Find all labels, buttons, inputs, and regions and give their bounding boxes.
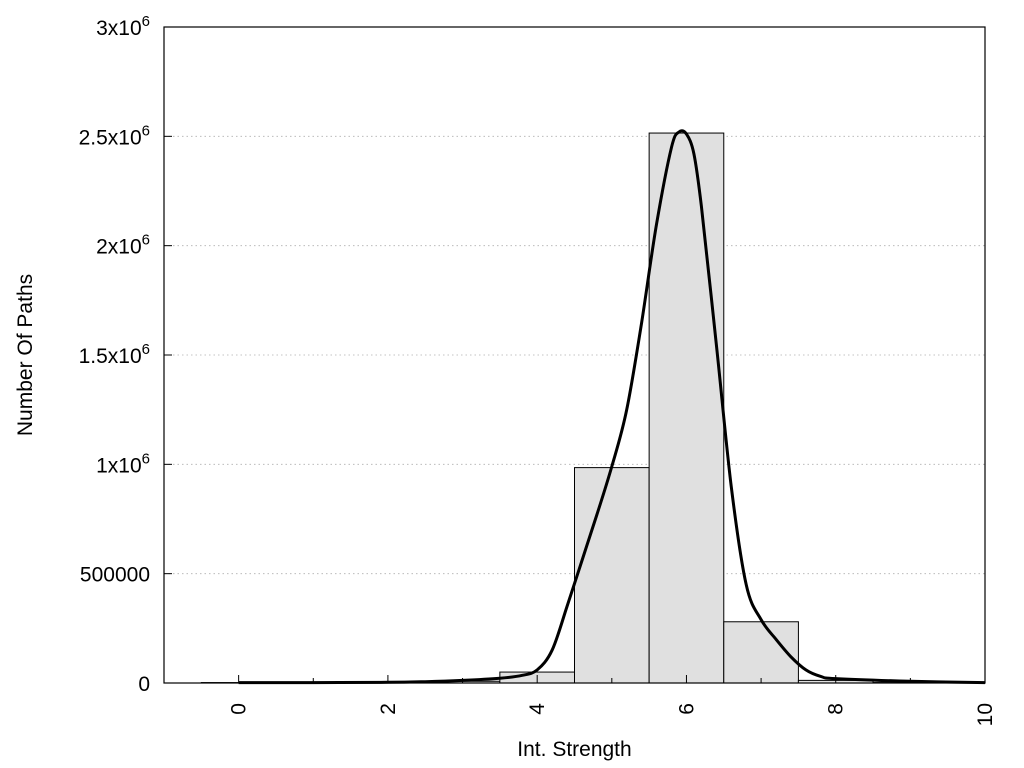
y-tick-base: 1.5x10: [79, 345, 142, 368]
y-tick-base: 500000: [80, 564, 150, 587]
x-tick-label: 0: [228, 703, 251, 715]
y-tick-exponent: 6: [142, 450, 150, 467]
y-tick-label: 3x106: [96, 13, 150, 40]
y-tick-base: 1x10: [96, 454, 142, 477]
histogram-bar: [574, 467, 650, 684]
y-tick-base: 2x10: [96, 236, 142, 259]
y-tick-base: 3x10: [96, 17, 142, 40]
fit-curve: [238, 129, 986, 685]
y-tick-label: 2.5x106: [79, 122, 150, 149]
y-tick-label: 1x106: [96, 450, 150, 477]
fit-curve-line: [238, 129, 986, 685]
x-tick-labels: 0 2 4 6 8 10: [228, 703, 997, 727]
x-tick-label: 2: [377, 703, 400, 715]
x-tick-label: 8: [825, 703, 848, 715]
y-tick-exponent: 6: [142, 13, 150, 30]
y-tick-label: 0: [138, 673, 150, 696]
y-tick-label: 500000: [80, 564, 150, 587]
x-axis-title: Int. Strength: [517, 738, 631, 761]
y-tick-exponent: 6: [142, 122, 150, 139]
y-tick-base: 0: [138, 673, 150, 696]
x-tick-label: 10: [974, 703, 997, 726]
y-tick-base: 2.5x10: [79, 126, 142, 149]
y-tick-exponent: 6: [142, 341, 150, 358]
x-tick-label: 4: [526, 703, 549, 715]
tick-marks: [164, 26, 986, 684]
histogram-bar: [648, 132, 725, 684]
bars: [200, 132, 949, 684]
y-tick-label: 1.5x106: [79, 341, 150, 368]
y-tick-label: 2x106: [96, 232, 150, 259]
x-tick-label: 6: [675, 703, 698, 715]
y-axis-title: Number Of Paths: [14, 274, 37, 436]
y-tick-exponent: 6: [142, 232, 150, 249]
